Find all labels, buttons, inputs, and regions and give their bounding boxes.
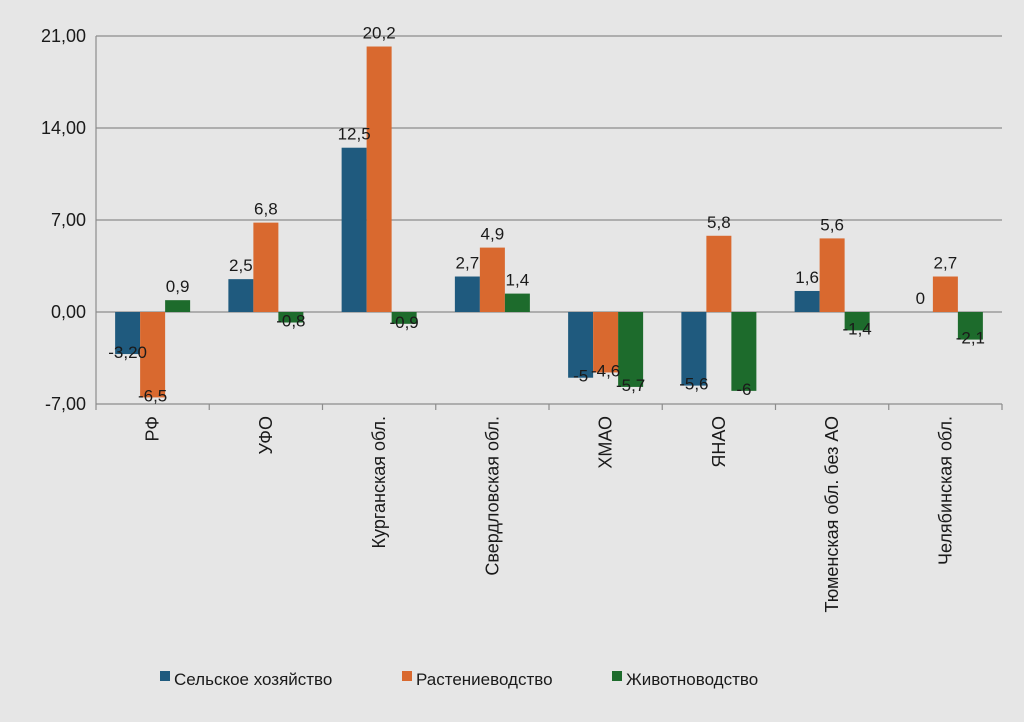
bar: [341, 147, 367, 312]
bar: [731, 312, 757, 391]
data-label: 5,6: [820, 215, 844, 234]
bar: [140, 312, 166, 398]
bar: [794, 290, 820, 312]
data-label: 6,8: [254, 200, 278, 219]
bar: [165, 300, 191, 312]
data-label: 5,8: [707, 213, 731, 232]
y-axis-ticks: 21,00 14,00 7,00 0,00 -7,00: [41, 26, 86, 414]
y-tick-label: 21,00: [41, 26, 86, 46]
data-label: 2,7: [456, 254, 480, 273]
data-label: 1,4: [506, 271, 530, 290]
bar: [706, 235, 732, 312]
bar: [228, 279, 254, 312]
data-label: 0,9: [166, 277, 190, 296]
category-label: Тюменская обл. без АО: [822, 416, 842, 612]
bar: [618, 312, 644, 387]
legend-label: Животноводство: [626, 670, 758, 689]
data-labels: -3,20 2,5 12,5 2,7 -5 -5,6 1,6 0 -6,5 6,8 20,2 4,9 -…: [108, 24, 985, 406]
bar: [253, 222, 279, 312]
category-label: ХМАО: [596, 416, 616, 469]
category-label: Свердловская обл.: [482, 416, 502, 576]
y-tick-label: 0,00: [51, 302, 86, 322]
bar: [391, 312, 417, 324]
legend-swatch: [160, 671, 170, 681]
category-label: ЯНАО: [709, 416, 729, 468]
bar: [479, 247, 505, 312]
data-label: -5: [573, 367, 588, 386]
data-label: 0: [916, 289, 925, 308]
bar: [278, 312, 304, 323]
bar: [932, 276, 958, 312]
data-label: -5,7: [616, 376, 645, 395]
bar: [366, 46, 392, 313]
bar: [568, 312, 594, 378]
y-tick-label: 14,00: [41, 118, 86, 138]
data-label: 1,6: [795, 268, 819, 287]
category-labels: РФ УФО Курганская обл. Свердловская обл. ХМА…: [143, 416, 956, 612]
data-label: -4,6: [591, 361, 620, 380]
bar: [681, 312, 707, 386]
bar: [957, 312, 983, 340]
data-label: -5,6: [679, 375, 708, 394]
data-label: 20,2: [363, 24, 396, 43]
data-label: -6: [736, 380, 751, 399]
y-tick-label: 7,00: [51, 210, 86, 230]
category-label: РФ: [143, 416, 163, 442]
gridlines: [95, 35, 1003, 410]
legend: Сельское хозяйство Растениеводство Животно…: [160, 670, 758, 689]
data-label: -3,20: [108, 343, 147, 362]
data-label: -1,4: [842, 319, 871, 338]
data-label: -6,5: [138, 386, 167, 405]
bar: [844, 312, 870, 331]
legend-label: Сельское хозяйство: [174, 670, 332, 689]
data-label: 4,9: [481, 225, 505, 244]
category-label: УФО: [256, 416, 276, 455]
data-label: -0,9: [389, 313, 418, 332]
data-label: 2,7: [934, 254, 958, 273]
legend-swatch: [612, 671, 622, 681]
data-label: -2,1: [956, 329, 985, 348]
legend-label: Растениеводство: [416, 670, 553, 689]
legend-swatch: [402, 671, 412, 681]
bars: [115, 46, 983, 398]
category-label: Челябинская обл.: [935, 416, 955, 565]
bar: [593, 312, 619, 373]
y-tick-label: -7,00: [45, 394, 86, 414]
data-label: 12,5: [338, 125, 371, 144]
bar: [454, 276, 480, 312]
bar: [819, 238, 845, 312]
bar: [504, 293, 530, 312]
data-label: -0,8: [276, 312, 305, 331]
bar: [115, 312, 141, 355]
category-label: Курганская обл.: [369, 416, 389, 548]
data-label: 2,5: [229, 256, 253, 275]
